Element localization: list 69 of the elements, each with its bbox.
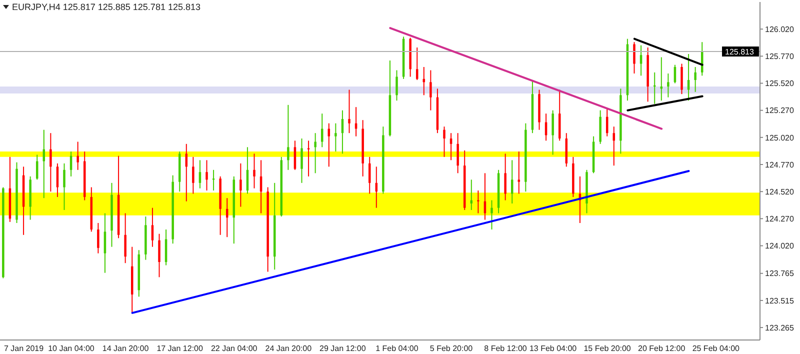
x-tick-label: 29 Jan 12:00: [320, 344, 366, 353]
candlestick: [430, 70, 432, 111]
x-tick-label: 20 Feb 12:00: [638, 344, 686, 353]
candlestick: [56, 162, 59, 198]
candlestick: [484, 172, 486, 220]
y-tick-label: 125.020: [765, 133, 794, 142]
candlestick: [253, 153, 256, 189]
candlestick: [504, 153, 506, 201]
candlestick: [97, 222, 100, 254]
x-tick-label: 8 Feb 12:00: [484, 344, 528, 353]
candlestick: [294, 140, 296, 170]
x-tick-label: 14 Jan 20:00: [102, 344, 150, 353]
candlestick: [287, 104, 290, 170]
candlestick: [63, 162, 66, 210]
candlestick: [50, 132, 52, 192]
candlestick: [206, 160, 208, 191]
ref-line-label: 125.813: [725, 48, 754, 57]
y-tick-label: 123.765: [765, 269, 794, 278]
y-tick-label: 124.770: [765, 160, 794, 170]
candlestick: [510, 160, 514, 204]
x-tick-label: 13 Feb 04:00: [529, 344, 578, 353]
candlestick: [667, 73, 670, 98]
y-tick-label: 123.515: [765, 296, 794, 306]
candlestick: [396, 70, 398, 102]
x-tick-label: 1 Feb 04:00: [376, 344, 419, 353]
candlestick: [314, 132, 316, 174]
candlestick: [694, 66, 696, 92]
candlestick: [300, 138, 303, 184]
candlestick: [124, 212, 126, 264]
candlestick: [334, 122, 337, 152]
y-tick-label: 125.520: [765, 79, 794, 88]
candlestick: [158, 233, 160, 278]
chart-title: EURJPY,H4 125.817 125.885 125.781 125.813: [12, 2, 200, 12]
candlestick: [240, 162, 242, 208]
candlestick: [687, 54, 690, 102]
x-tick-label: 5 Feb 20:00: [430, 344, 474, 353]
candlestick: [552, 110, 554, 156]
y-tick-label: 123.265: [765, 323, 794, 332]
candlestick: [416, 47, 418, 80]
x-tick-label: 7 Jan 2019: [4, 344, 44, 353]
candlestick: [192, 156, 194, 194]
x-tick-label: 10 Jan 04:00: [48, 344, 95, 353]
x-tick-label: 15 Feb 20:00: [584, 344, 632, 353]
candlestick: [518, 151, 520, 194]
candlestick: [198, 160, 202, 189]
y-tick-label: 124.020: [765, 242, 794, 251]
x-tick-label: 25 Feb 04:00: [692, 344, 740, 353]
candlestick: [490, 200, 493, 230]
candlestick: [640, 44, 642, 76]
candlestick: [76, 141, 79, 170]
candlestick: [680, 63, 683, 95]
y-tick-label: 125.770: [765, 52, 794, 62]
candlestick: [104, 212, 106, 274]
candlestick: [151, 207, 154, 248]
y-tick-label: 125.270: [765, 106, 794, 116]
candlestick: [477, 190, 480, 214]
x-tick-label: 24 Jan 20:00: [265, 344, 312, 353]
y-tick-label: 124.520: [765, 187, 794, 196]
candlestick: [443, 126, 446, 158]
candlestick: [354, 106, 358, 137]
candlestick: [450, 132, 452, 161]
candlestick: [348, 89, 350, 134]
y-tick-label: 124.270: [765, 214, 794, 224]
x-tick-label: 17 Jan 12:00: [156, 344, 204, 353]
x-tick-label: 22 Jan 04:00: [210, 344, 258, 353]
candlestick: [633, 42, 636, 74]
candlestick: [456, 132, 459, 174]
y-tick-label: 126.020: [765, 24, 794, 34]
candlestick: [42, 129, 46, 199]
